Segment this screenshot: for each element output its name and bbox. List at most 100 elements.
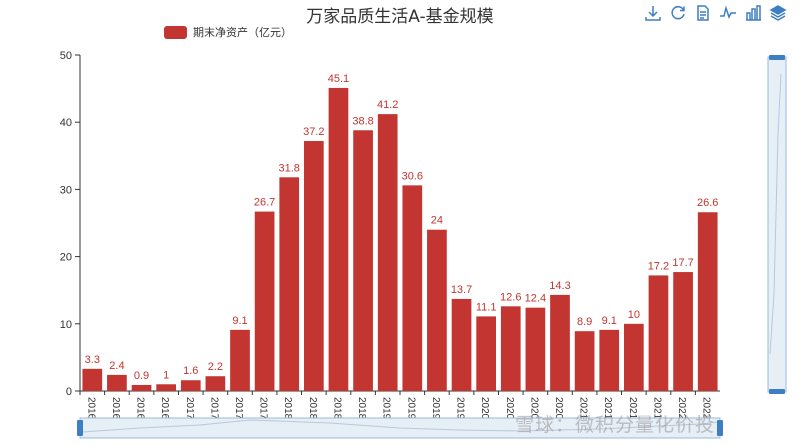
x-tick-label: 2018Q2: [307, 397, 318, 433]
data-label: 9.1: [232, 315, 247, 327]
x-tick-label: 2019Q3: [430, 397, 441, 433]
bar: [451, 298, 472, 391]
bar: [353, 130, 373, 391]
bar: [624, 323, 644, 391]
data-label: 30.6: [402, 170, 423, 182]
data-label: 2.2: [208, 361, 223, 373]
line-chart-icon[interactable]: [719, 4, 737, 22]
data-view-icon[interactable]: [694, 4, 712, 22]
data-label: 17.7: [672, 257, 693, 269]
datazoom-top-handle: [769, 55, 785, 60]
data-label: 13.7: [451, 284, 472, 296]
y-tick-label: 20: [60, 252, 72, 264]
data-label: 8.9: [577, 316, 592, 328]
watermark: 雪球：微积分量化价投: [515, 414, 716, 436]
x-tick-label: 2017Q3: [233, 397, 244, 433]
bar-chart-icon[interactable]: [744, 4, 762, 22]
x-tick-label: 2020Q3: [528, 397, 539, 433]
data-label: 14.3: [549, 280, 570, 292]
bar: [82, 368, 103, 391]
bar: [328, 87, 349, 391]
bar: [131, 384, 152, 391]
data-label: 0.9: [134, 370, 149, 382]
data-label: 3.3: [85, 354, 100, 366]
chart-title: 万家品质生活A-基金规模: [306, 7, 494, 27]
horizontal-datazoom-right-handle: [717, 420, 723, 436]
data-label: 11.1: [476, 301, 497, 313]
bar: [205, 376, 226, 391]
bar: [648, 275, 669, 391]
bar: [500, 306, 521, 391]
horizontal-datazoom-left-handle: [77, 420, 83, 436]
x-tick-label: 2021Q4: [651, 397, 662, 433]
y-tick-label: 50: [60, 50, 72, 62]
download-icon[interactable]: [644, 4, 662, 22]
data-label: 2.4: [109, 360, 124, 372]
data-label: 12.6: [500, 291, 521, 303]
bar: [476, 316, 496, 391]
x-tick-label: 2016Q2: [110, 397, 121, 433]
legend-swatch[interactable]: [164, 25, 187, 39]
x-tick-label: 2019Q4: [455, 397, 466, 433]
bar: [574, 331, 595, 391]
y-tick-label: 30: [60, 184, 72, 196]
data-label: 12.4: [525, 293, 546, 305]
bar: [377, 114, 398, 392]
bar: [427, 229, 447, 391]
bar: [180, 380, 201, 391]
bar: [599, 329, 620, 391]
toolbox: [644, 4, 787, 22]
x-tick-label: 2017Q4: [258, 397, 269, 433]
bar: [279, 177, 300, 391]
bar: [254, 211, 275, 391]
x-tick-label: 2022Q2: [701, 397, 712, 433]
y-tick-label: 0: [66, 386, 72, 398]
x-tick-label: 2022Q1: [676, 397, 687, 433]
x-tick-label: 2020Q2: [504, 397, 515, 433]
bar: [525, 307, 546, 391]
x-tick-label: 2016Q3: [135, 397, 146, 433]
data-label: 1.6: [183, 365, 198, 377]
bar: [230, 329, 250, 391]
legend[interactable]: 期末净资产（亿元）: [164, 24, 292, 40]
datazoom-bottom-handle: [769, 389, 785, 394]
bar: [156, 384, 176, 391]
x-tick-label: 2018Q3: [331, 397, 342, 433]
data-label: 10: [628, 309, 640, 321]
x-tick-label: 2019Q2: [405, 397, 416, 433]
horizontal-datazoom-shadow-line: [81, 419, 719, 433]
refresh-icon[interactable]: [669, 4, 687, 22]
x-tick-label: 2017Q1: [184, 397, 195, 433]
bar: [673, 272, 693, 391]
data-label: 26.6: [697, 197, 718, 209]
x-tick-label: 2018Q4: [356, 397, 367, 433]
bar: [107, 374, 127, 391]
x-tick-label: 2021Q1: [578, 397, 589, 433]
data-label: 24: [431, 215, 443, 227]
x-tick-label: 2020Q1: [479, 397, 490, 433]
x-tick-label: 2018Q1: [282, 397, 293, 433]
data-label: 1: [163, 369, 169, 381]
x-tick-label: 2020Q4: [553, 397, 564, 433]
stack-icon[interactable]: [769, 4, 787, 22]
data-label: 41.2: [377, 99, 398, 111]
x-tick-label: 2021Q2: [602, 397, 613, 433]
legend-label[interactable]: 期末净资产（亿元）: [193, 26, 292, 39]
data-label: 9.1: [602, 315, 617, 327]
data-label: 37.2: [303, 126, 324, 138]
vertical-datazoom-slider[interactable]: [766, 54, 788, 394]
x-tick-label: 2017Q2: [208, 397, 219, 433]
x-tick-label: 2019Q1: [381, 397, 392, 433]
x-tick-label: 2016Q1: [85, 397, 96, 433]
bar: [550, 294, 570, 391]
bar: [697, 212, 718, 391]
data-label: 38.8: [352, 115, 373, 127]
data-label: 45.1: [328, 73, 349, 85]
bar: [304, 141, 324, 391]
data-label: 31.8: [279, 162, 300, 174]
data-label: 17.2: [648, 260, 669, 272]
y-tick-label: 40: [60, 117, 72, 129]
datazoom-shadow-line: [769, 73, 782, 355]
x-tick-label: 2021Q3: [627, 397, 638, 433]
